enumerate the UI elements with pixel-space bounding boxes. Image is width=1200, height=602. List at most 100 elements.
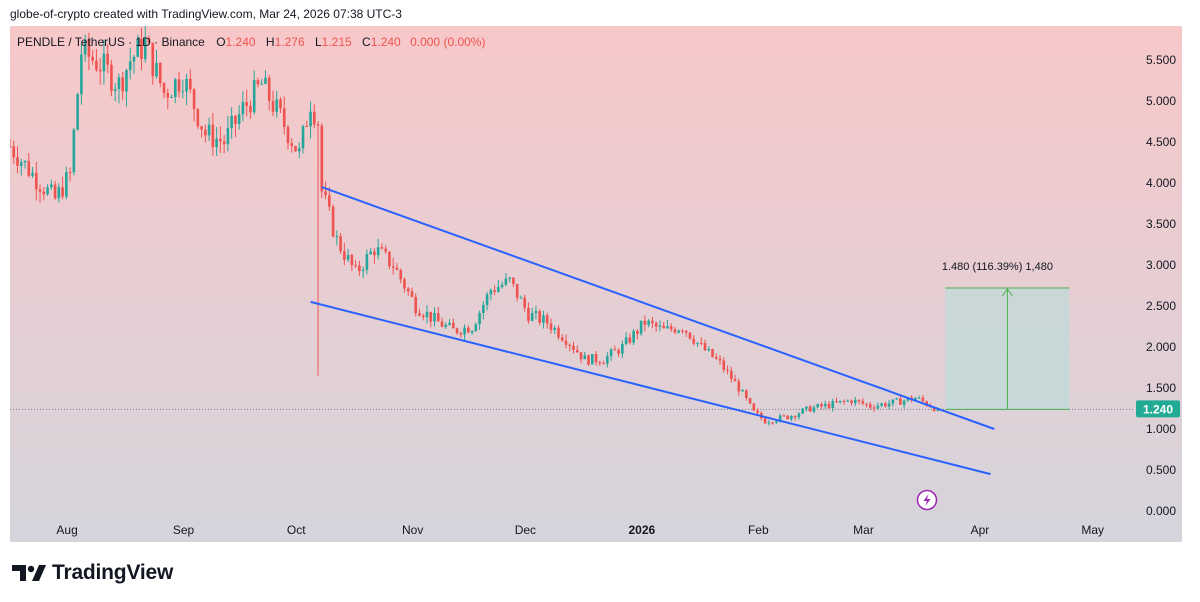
candle-body — [72, 129, 76, 173]
candle-body — [767, 422, 771, 424]
candle-body — [286, 127, 290, 144]
chart-frame[interactable]: 0.000 0.500 1.000 1.500 2.000 2.500 3.000 3.500… — [10, 26, 1182, 542]
candle-body — [301, 126, 305, 149]
candle-body — [669, 326, 673, 330]
candle-body — [587, 355, 590, 365]
candle-body — [215, 138, 218, 148]
candle-body — [643, 320, 647, 325]
last-price-badge-box — [1136, 400, 1180, 418]
candle-body — [50, 184, 53, 188]
candle-body — [95, 60, 98, 70]
legend-close-label: C — [362, 35, 371, 49]
candle-body — [406, 288, 410, 292]
candle-body — [136, 39, 140, 57]
candle-body — [711, 349, 714, 358]
candle-body — [267, 77, 271, 101]
candle-body — [583, 355, 587, 360]
candle-body — [748, 398, 752, 404]
candle-body — [752, 403, 756, 411]
candle-body — [53, 184, 57, 199]
tradingview-logo-icon — [12, 565, 46, 581]
candle-body — [872, 407, 876, 409]
candle-body — [388, 251, 391, 267]
candle-body — [624, 337, 628, 345]
candle-body — [474, 324, 478, 332]
price-range-measure[interactable]: 1.480 (116.39%) 1,480 — [942, 261, 1070, 410]
candle-body — [542, 315, 545, 323]
lightning-bolt-icon[interactable] — [916, 489, 938, 511]
candle-body — [842, 400, 846, 402]
candle-body — [177, 79, 181, 92]
candlestick-chart[interactable]: 0.000 0.500 1.000 1.500 2.000 2.500 3.000 3.500… — [10, 26, 1182, 542]
candle-body — [354, 265, 357, 267]
candle-body — [65, 172, 68, 197]
candle-body — [560, 337, 564, 341]
candle-body — [688, 332, 692, 339]
price-axis-tick: 4.500 — [1146, 135, 1176, 149]
candle-body — [756, 410, 759, 414]
candle-body — [865, 403, 868, 405]
tradingview-brand-name: TradingView — [52, 561, 174, 584]
candle-body — [117, 77, 121, 90]
candle-body — [703, 343, 707, 351]
candle-body — [497, 286, 500, 292]
legend-low-value: 1.215 — [322, 35, 352, 49]
candle-body — [925, 401, 928, 406]
svg-text:PENDLE / TetherUS · 1D · Binan: PENDLE / TetherUS · 1D · Binance O1.240 … — [17, 35, 485, 49]
candle-body — [729, 370, 733, 380]
candle-body — [170, 97, 173, 99]
candle-body — [895, 398, 898, 400]
candle-body — [485, 294, 489, 305]
legend-change: 0.000 (0.00%) — [410, 35, 485, 49]
candle-body — [185, 78, 188, 92]
candle-body — [553, 327, 557, 330]
candle-body — [459, 333, 463, 335]
candle-body — [309, 111, 312, 127]
candle-body — [110, 64, 113, 91]
time-axis[interactable]: Aug Sep Oct Nov Dec 2026 Feb Mar Apr May — [56, 523, 1104, 537]
candle-body — [91, 56, 94, 61]
falling-wedge-lower-trendline[interactable] — [310, 300, 991, 476]
candle-body — [778, 415, 782, 422]
candle-body — [316, 124, 320, 126]
candle-body — [899, 398, 902, 405]
candle-body — [410, 291, 414, 297]
candle-body — [500, 284, 504, 287]
candle-body — [113, 89, 117, 91]
candle-body — [853, 399, 857, 404]
candle-body — [632, 331, 635, 343]
falling-wedge-upper-trendline[interactable] — [321, 186, 995, 430]
lightning-bolt-icon-glyph — [923, 494, 931, 506]
candle-body — [906, 397, 910, 401]
candle-body — [733, 379, 737, 382]
candle-body — [241, 102, 245, 115]
candle-body — [27, 161, 31, 176]
legend-close-value: 1.240 — [371, 35, 401, 49]
candle-body — [260, 83, 264, 85]
candle-body — [763, 418, 767, 424]
candle-body — [256, 80, 260, 85]
candle-body — [493, 290, 496, 292]
trendlines[interactable] — [310, 186, 995, 476]
candle-body — [673, 329, 677, 333]
candle-body — [606, 356, 609, 364]
candles — [10, 26, 940, 426]
candle-body — [282, 108, 286, 128]
candle-body — [249, 105, 252, 113]
candle-body — [421, 315, 425, 318]
candle-body — [425, 311, 429, 318]
candle-body — [42, 191, 46, 195]
candle-body — [399, 269, 403, 280]
price-axis[interactable]: 0.000 0.500 1.000 1.500 2.000 2.500 3.000 3.500… — [1146, 53, 1176, 518]
candle-body — [38, 189, 42, 192]
price-axis-tick: 4.000 — [1146, 176, 1176, 190]
price-axis-tick: 5.500 — [1146, 53, 1176, 67]
candle-body — [666, 326, 669, 329]
candle-body — [226, 127, 230, 145]
tradingview-footer-logo[interactable]: TradingView — [12, 560, 173, 586]
chart-attribution-caption: globe-of-crypto created with TradingView… — [10, 7, 402, 21]
candle-body — [264, 77, 267, 84]
candle-body — [617, 350, 620, 354]
candle-body — [917, 397, 921, 399]
time-axis-tick: Oct — [287, 523, 306, 537]
